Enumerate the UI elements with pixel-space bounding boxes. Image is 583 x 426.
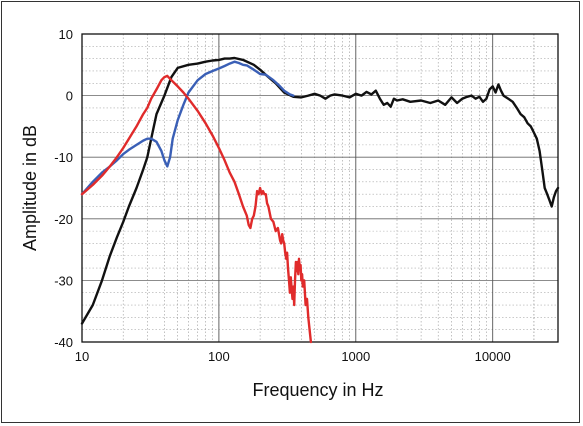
y-tick-label: 0 xyxy=(66,89,73,104)
x-tick-labels: 10 100 1000 10000 xyxy=(75,349,511,364)
series-line-1 xyxy=(80,56,560,325)
y-tick-label: 10 xyxy=(59,27,73,42)
series-line-2 xyxy=(80,60,295,196)
series-line-3 xyxy=(80,74,313,344)
y-axis-label: Amplitude in dB xyxy=(20,125,40,251)
y-tick-label: -20 xyxy=(54,212,73,227)
x-tick-label: 10 xyxy=(75,349,89,364)
series-group xyxy=(80,56,560,344)
y-tick-label: -40 xyxy=(54,335,73,350)
y-tick-labels: 10 0 -10 -20 -30 -40 xyxy=(54,27,73,350)
x-tick-label: 10000 xyxy=(475,349,511,364)
y-tick-label: -10 xyxy=(54,150,73,165)
x-tick-label: 1000 xyxy=(341,349,370,364)
x-axis-label: Frequency in Hz xyxy=(252,380,383,400)
grid-minor xyxy=(82,34,559,342)
y-tick-label: -30 xyxy=(54,273,73,288)
x-tick-label: 100 xyxy=(208,349,230,364)
